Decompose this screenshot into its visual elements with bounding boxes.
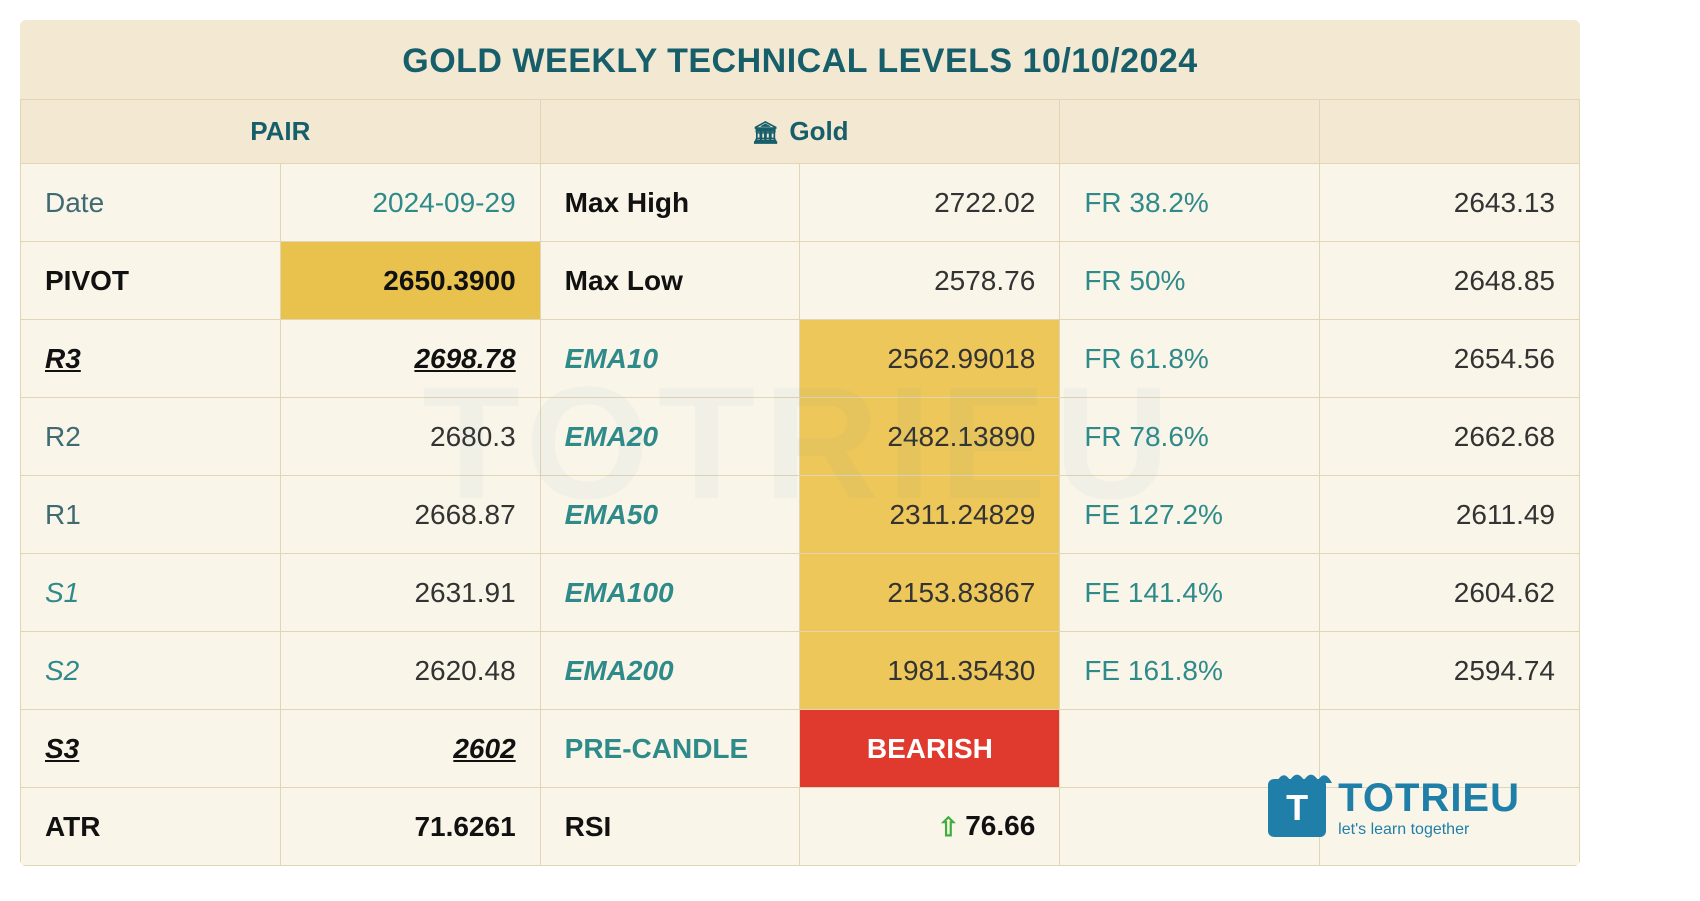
cell-c2: 2668.87 (280, 476, 540, 554)
cell-c2: 2631.91 (280, 554, 540, 632)
cell-c1: R3 (21, 320, 281, 398)
cell-c3: RSI (540, 788, 800, 866)
cell-c3: Max High (540, 164, 800, 242)
logo-tagline: let's learn together (1338, 822, 1520, 838)
cell-c3: EMA10 (540, 320, 800, 398)
cell-c4: 2722.02 (800, 164, 1060, 242)
table-row: R12668.87EMA502311.24829FE 127.2%2611.49 (21, 476, 1580, 554)
cell-c1: R1 (21, 476, 281, 554)
cell-c4: BEARISH (800, 710, 1060, 788)
cell-c6: 2643.13 (1320, 164, 1580, 242)
technical-levels-card: TOTRIEU GOLD WEEKLY TECHNICAL LEVELS 10/… (20, 20, 1580, 866)
up-arrow-icon: ⇧ (937, 812, 959, 842)
brand-logo: T TOTRIEU let's learn together (1268, 778, 1520, 838)
table-row: S22620.48EMA2001981.35430FE 161.8%2594.7… (21, 632, 1580, 710)
cell-c3: EMA50 (540, 476, 800, 554)
table-row: R22680.3EMA202482.13890FR 78.6%2662.68 (21, 398, 1580, 476)
cell-c4: 2153.83867 (800, 554, 1060, 632)
cell-c5: FE 127.2% (1060, 476, 1320, 554)
cell-c2: 2698.78 (280, 320, 540, 398)
header-instrument-label: Gold (789, 116, 848, 146)
cell-c6: 2648.85 (1320, 242, 1580, 320)
cell-c1: R2 (21, 398, 281, 476)
card-title: GOLD WEEKLY TECHNICAL LEVELS 10/10/2024 (20, 20, 1580, 99)
cell-c1: S3 (21, 710, 281, 788)
cell-c3: PRE-CANDLE (540, 710, 800, 788)
header-empty-2 (1320, 100, 1580, 164)
logo-flame-icon (1276, 769, 1332, 783)
cell-c5: FE 141.4% (1060, 554, 1320, 632)
cell-c3: EMA200 (540, 632, 800, 710)
table-header-row: PAIR 🏛 Gold (21, 100, 1580, 164)
table-row: S12631.91EMA1002153.83867FE 141.4%2604.6… (21, 554, 1580, 632)
cell-c1: S1 (21, 554, 281, 632)
levels-table: PAIR 🏛 Gold Date2024-09-29Max High2722.02… (20, 99, 1580, 866)
cell-c2: 2602 (280, 710, 540, 788)
cell-c2: 71.6261 (280, 788, 540, 866)
cell-c2: 2024-09-29 (280, 164, 540, 242)
logo-text: TOTRIEU let's learn together (1338, 778, 1520, 838)
logo-letter: T (1286, 787, 1308, 829)
header-empty-1 (1060, 100, 1320, 164)
cell-c2: 2620.48 (280, 632, 540, 710)
cell-c2: 2680.3 (280, 398, 540, 476)
cell-c5: FE 161.8% (1060, 632, 1320, 710)
cell-c6: 2604.62 (1320, 554, 1580, 632)
cell-c4: 1981.35430 (800, 632, 1060, 710)
cell-c4: 2562.99018 (800, 320, 1060, 398)
cell-c6: 2654.56 (1320, 320, 1580, 398)
bank-icon: 🏛 (751, 120, 779, 145)
table-body: Date2024-09-29Max High2722.02FR 38.2%264… (21, 164, 1580, 866)
table-row: PIVOT2650.3900Max Low2578.76FR 50%2648.8… (21, 242, 1580, 320)
cell-c4: ⇧76.66 (800, 788, 1060, 866)
rsi-value: 76.66 (965, 810, 1035, 841)
cell-c1: ATR (21, 788, 281, 866)
table-row: R32698.78EMA102562.99018FR 61.8%2654.56 (21, 320, 1580, 398)
cell-c4: 2578.76 (800, 242, 1060, 320)
cell-c4: 2311.24829 (800, 476, 1060, 554)
cell-c5: FR 50% (1060, 242, 1320, 320)
cell-c1: S2 (21, 632, 281, 710)
cell-c5: FR 38.2% (1060, 164, 1320, 242)
header-pair: PAIR (21, 100, 541, 164)
cell-c5: FR 61.8% (1060, 320, 1320, 398)
cell-c3: EMA20 (540, 398, 800, 476)
logo-mark: T (1268, 779, 1326, 837)
cell-c5: FR 78.6% (1060, 398, 1320, 476)
cell-c1: PIVOT (21, 242, 281, 320)
cell-c6: 2594.74 (1320, 632, 1580, 710)
table-row: Date2024-09-29Max High2722.02FR 38.2%264… (21, 164, 1580, 242)
cell-c2: 2650.3900 (280, 242, 540, 320)
cell-c1: Date (21, 164, 281, 242)
header-instrument: 🏛 Gold (540, 100, 1060, 164)
cell-c4: 2482.13890 (800, 398, 1060, 476)
cell-c3: EMA100 (540, 554, 800, 632)
cell-c3: Max Low (540, 242, 800, 320)
cell-c6: 2662.68 (1320, 398, 1580, 476)
cell-c6: 2611.49 (1320, 476, 1580, 554)
logo-name: TOTRIEU (1338, 778, 1520, 818)
